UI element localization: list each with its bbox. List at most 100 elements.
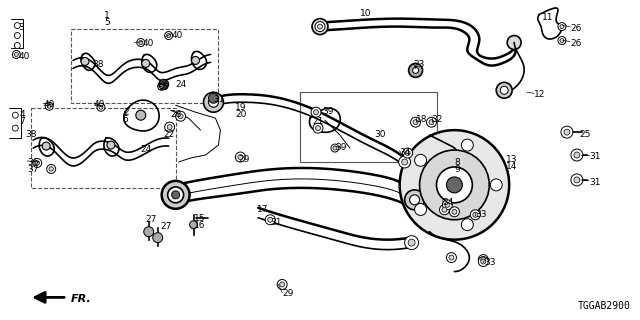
Circle shape — [426, 117, 436, 127]
Circle shape — [440, 205, 449, 215]
Circle shape — [411, 117, 420, 127]
Circle shape — [461, 139, 474, 151]
Circle shape — [574, 152, 580, 158]
Circle shape — [136, 110, 146, 120]
Circle shape — [311, 107, 321, 117]
Text: 22: 22 — [164, 130, 175, 139]
Circle shape — [558, 23, 566, 31]
Circle shape — [404, 236, 419, 250]
Text: 12: 12 — [534, 90, 545, 99]
Circle shape — [167, 125, 172, 130]
Text: 32: 32 — [431, 115, 443, 124]
Text: FR.: FR. — [71, 294, 92, 304]
Circle shape — [33, 158, 42, 167]
Circle shape — [420, 150, 489, 220]
Text: 24: 24 — [141, 145, 152, 154]
Circle shape — [560, 25, 564, 28]
Circle shape — [14, 52, 19, 56]
Circle shape — [564, 129, 570, 135]
Circle shape — [81, 58, 89, 65]
Circle shape — [162, 181, 189, 209]
Text: 35: 35 — [157, 83, 169, 92]
Circle shape — [413, 120, 418, 125]
Circle shape — [315, 22, 325, 32]
Text: 9: 9 — [454, 165, 460, 174]
Circle shape — [45, 102, 53, 110]
Circle shape — [447, 252, 456, 262]
Text: 27: 27 — [161, 222, 172, 231]
Text: 26: 26 — [570, 38, 581, 48]
Circle shape — [14, 33, 20, 38]
Circle shape — [107, 141, 115, 149]
Circle shape — [14, 23, 20, 28]
Text: 3: 3 — [19, 23, 24, 32]
Circle shape — [313, 123, 323, 133]
Circle shape — [139, 41, 143, 44]
Circle shape — [429, 120, 434, 125]
Circle shape — [402, 159, 408, 165]
Text: 40: 40 — [143, 38, 154, 48]
Circle shape — [14, 43, 20, 49]
Text: 29: 29 — [282, 289, 294, 299]
Text: 40: 40 — [19, 52, 29, 61]
Text: 13: 13 — [506, 155, 518, 164]
Circle shape — [571, 174, 583, 186]
Circle shape — [415, 154, 426, 166]
Circle shape — [449, 255, 454, 260]
Circle shape — [172, 191, 180, 199]
Text: 31: 31 — [589, 178, 600, 187]
Circle shape — [399, 156, 411, 168]
Circle shape — [561, 126, 573, 138]
Bar — [31, 108, 175, 188]
Text: 5: 5 — [104, 18, 109, 27]
Text: 36: 36 — [28, 158, 39, 167]
Text: 8: 8 — [454, 158, 460, 167]
Text: TGGAB2900: TGGAB2900 — [578, 301, 630, 311]
Circle shape — [12, 112, 19, 118]
Text: 40: 40 — [94, 100, 106, 109]
Circle shape — [142, 60, 150, 68]
Text: 38: 38 — [92, 60, 104, 69]
Text: 15: 15 — [193, 214, 205, 223]
Circle shape — [47, 164, 56, 173]
Text: 1: 1 — [104, 11, 109, 20]
Circle shape — [490, 179, 502, 191]
Text: 33: 33 — [484, 258, 496, 267]
Circle shape — [314, 110, 319, 115]
Circle shape — [168, 187, 184, 203]
Circle shape — [470, 210, 480, 220]
Circle shape — [507, 36, 521, 50]
Circle shape — [399, 130, 509, 240]
Bar — [300, 92, 438, 162]
Text: 16: 16 — [193, 221, 205, 230]
Circle shape — [12, 125, 19, 131]
Circle shape — [410, 195, 420, 205]
Text: 40: 40 — [172, 31, 183, 40]
Text: 29: 29 — [238, 155, 250, 164]
Text: 18: 18 — [415, 115, 427, 124]
Circle shape — [312, 19, 328, 35]
Circle shape — [157, 82, 166, 90]
Circle shape — [153, 233, 163, 243]
Circle shape — [331, 144, 339, 152]
Circle shape — [436, 167, 472, 203]
Text: 21: 21 — [312, 117, 323, 126]
Circle shape — [164, 122, 175, 132]
Circle shape — [442, 207, 447, 212]
Text: 34: 34 — [442, 198, 454, 207]
Circle shape — [238, 155, 243, 159]
Circle shape — [209, 97, 218, 107]
Circle shape — [461, 219, 474, 231]
Text: 34: 34 — [399, 148, 411, 157]
Text: 2: 2 — [123, 108, 129, 117]
Circle shape — [478, 255, 488, 265]
Circle shape — [317, 24, 323, 29]
Text: 17: 17 — [257, 205, 269, 214]
Bar — [71, 28, 218, 103]
Circle shape — [137, 38, 145, 46]
Circle shape — [42, 142, 50, 150]
Text: 25: 25 — [579, 130, 590, 139]
Text: 7: 7 — [19, 117, 25, 126]
Circle shape — [280, 282, 285, 287]
Text: 11: 11 — [542, 13, 554, 22]
